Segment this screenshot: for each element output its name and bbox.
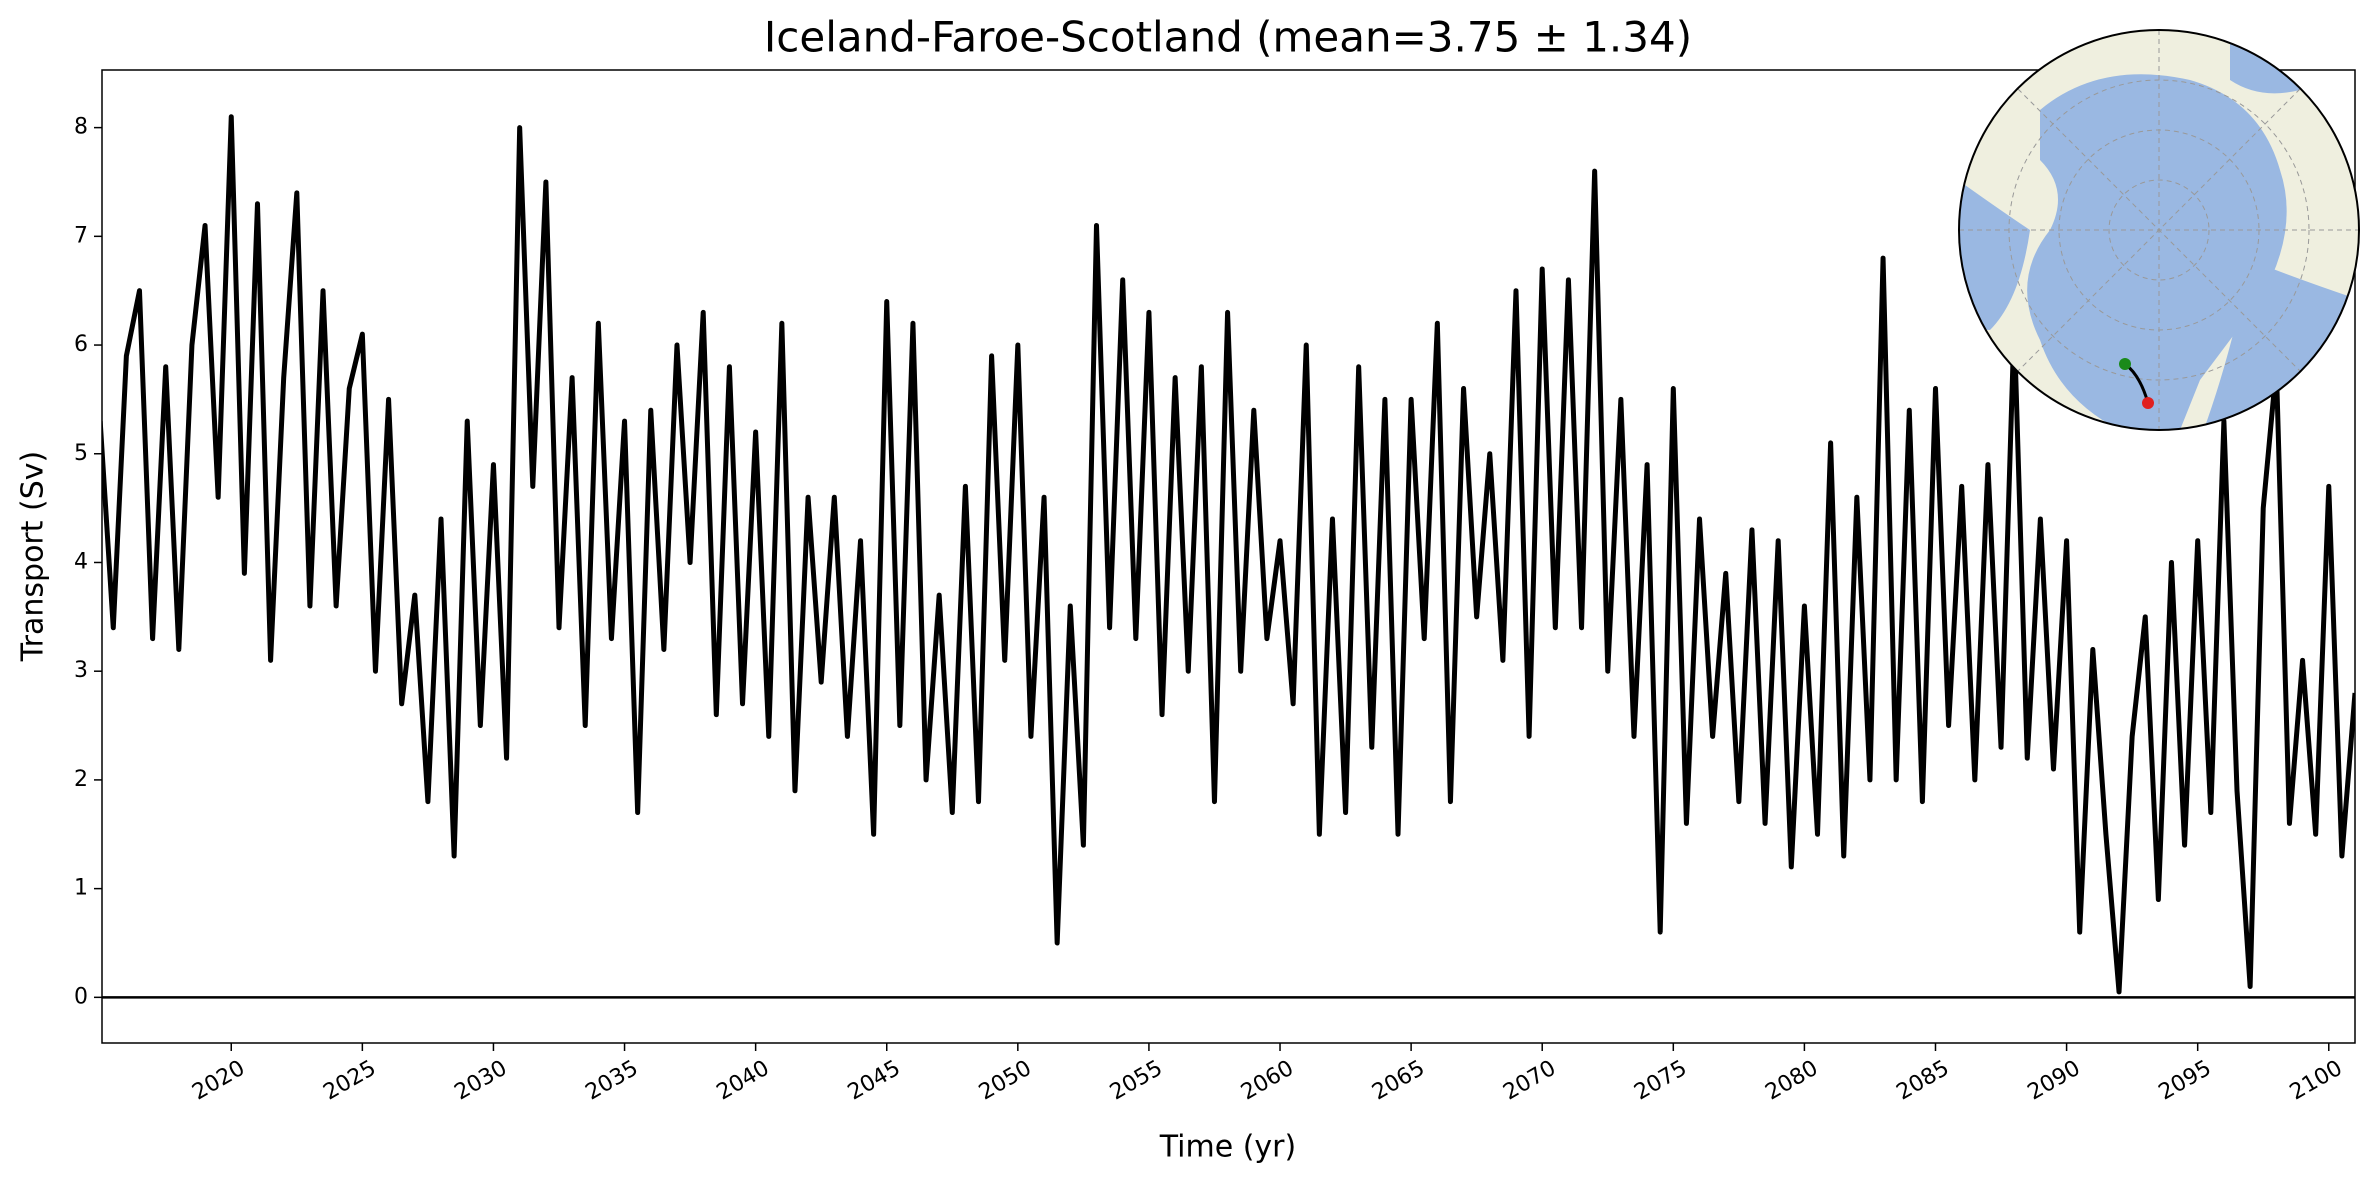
y-tick-label: 3 bbox=[74, 658, 88, 683]
x-tick-label: 2055 bbox=[1106, 1056, 1167, 1106]
ocean bbox=[2027, 74, 2287, 430]
y-tick-label: 5 bbox=[74, 441, 88, 466]
x-tick-label: 2020 bbox=[188, 1056, 249, 1106]
x-tick-label: 2050 bbox=[975, 1056, 1036, 1106]
y-tick-label: 7 bbox=[74, 223, 88, 248]
x-axis-label: Time (yr) bbox=[1159, 1130, 1296, 1165]
y-tick-label: 8 bbox=[74, 115, 88, 140]
y-tick-label: 2 bbox=[74, 767, 88, 792]
section-start bbox=[2119, 358, 2131, 370]
x-tick-label: 2085 bbox=[1892, 1056, 1953, 1106]
inset-map bbox=[1958, 29, 2360, 431]
y-axis-label: Transport (Sv) bbox=[16, 451, 51, 663]
graticule bbox=[2017, 88, 2301, 372]
x-tick-label: 2100 bbox=[2286, 1056, 2347, 1106]
y-tick-label: 6 bbox=[74, 332, 88, 357]
x-tick-label: 2060 bbox=[1237, 1056, 1298, 1106]
y-tick-label: 0 bbox=[74, 984, 88, 1009]
x-tick-label: 2035 bbox=[582, 1056, 643, 1106]
x-tick-label: 2080 bbox=[1761, 1056, 1822, 1106]
x-tick-label: 2025 bbox=[319, 1056, 380, 1106]
x-tick-label: 2075 bbox=[1630, 1056, 1691, 1106]
ocean bbox=[2230, 30, 2300, 94]
plot-frame bbox=[101, 69, 2356, 1044]
x-tick-label: 2065 bbox=[1368, 1056, 1429, 1106]
globe-outline bbox=[1958, 29, 2360, 431]
x-tick-label: 2040 bbox=[713, 1056, 774, 1106]
section-end bbox=[2142, 397, 2154, 409]
x-tick-label: 2070 bbox=[1499, 1056, 1560, 1106]
y-tick-label: 1 bbox=[74, 876, 88, 901]
x-tick-label: 2030 bbox=[450, 1056, 511, 1106]
x-tick-label: 2045 bbox=[844, 1056, 905, 1106]
series-line bbox=[102, 114, 2355, 995]
x-tick-label: 2090 bbox=[2024, 1056, 2085, 1106]
ocean bbox=[1959, 180, 2030, 330]
graticule bbox=[2108, 179, 2210, 281]
x-tick-label: 2095 bbox=[2155, 1056, 2216, 1106]
y-tick-label: 4 bbox=[74, 549, 88, 574]
chart-title: Iceland-Faroe-Scotland (mean=3.75 ± 1.34… bbox=[764, 13, 1692, 62]
